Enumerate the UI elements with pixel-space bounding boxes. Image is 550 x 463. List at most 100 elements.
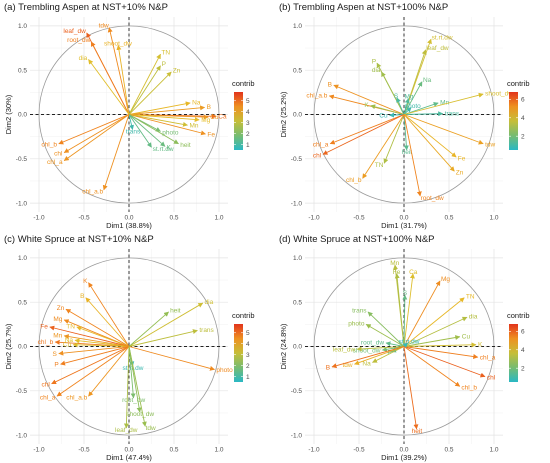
variable-arrow — [58, 346, 130, 356]
variable-arrow — [362, 114, 405, 179]
variable-arrow — [76, 326, 130, 347]
variable-arrow — [128, 346, 136, 399]
x-tick-label: 0.5 — [169, 215, 178, 222]
legend-tick-label: 5 — [246, 330, 250, 337]
variable-arrow — [88, 59, 130, 115]
variable-label: TN — [66, 323, 75, 330]
variable-arrow — [403, 346, 486, 378]
variable-label: chl_a — [47, 159, 63, 166]
variable-label: leaf_dw — [115, 427, 138, 434]
variable-label: st.rt.dw — [399, 339, 420, 346]
variable-label: chl_a.b — [66, 395, 87, 402]
variable-label: Na — [65, 337, 74, 344]
variable-label: S — [52, 351, 57, 358]
variable-arrow — [383, 114, 405, 164]
variable-arrow — [58, 114, 130, 145]
variable-arrow — [403, 92, 484, 115]
chart-title: (c) White Spruce at NST+10% N&P — [4, 234, 154, 245]
legend-colorbar — [509, 92, 518, 150]
legend-title: contrib — [507, 79, 530, 88]
panel-d: (d) White Spruce at NST+100% N&P -1.0 -0.5… — [275, 232, 550, 463]
y-tick-label: -0.5 — [291, 388, 303, 395]
legend-tick-label: 5 — [246, 98, 250, 105]
variable-arrow — [128, 114, 152, 148]
variable-label: Ca — [218, 113, 227, 120]
variable-label: Na — [362, 360, 371, 367]
variable-label: trans — [199, 327, 214, 334]
variable-label: Cu — [210, 114, 219, 121]
variable-label: S — [403, 290, 408, 297]
variable-arrow — [396, 97, 405, 115]
variable-label: Mg — [53, 316, 62, 323]
variable-arrow — [65, 308, 130, 347]
x-tick-label: -1.0 — [33, 447, 45, 454]
y-tick-label: -1.0 — [291, 432, 303, 439]
variable-label: chl — [487, 374, 496, 381]
variable-label: Cu — [462, 333, 471, 340]
variable-arrow — [403, 280, 441, 347]
variable-arrow — [354, 346, 405, 366]
variable-arrow — [90, 41, 130, 115]
variable-arrow — [394, 273, 405, 347]
variable-arrow — [128, 346, 147, 427]
legend-title: contrib — [232, 311, 255, 320]
variable-label: trans — [126, 129, 141, 136]
variable-label: photo — [348, 320, 365, 327]
variable-arrow — [56, 346, 130, 397]
variable-arrow — [365, 323, 405, 347]
variable-label: heit — [170, 308, 181, 315]
variable-label: Zn — [57, 305, 65, 312]
variable-label: B — [326, 364, 330, 371]
legend-tick-label: 4 — [246, 341, 250, 348]
variable-label: P — [387, 350, 391, 357]
variable-arrow — [367, 311, 405, 347]
variable-label: chl_b — [461, 385, 477, 392]
y-tick-label: 1.0 — [18, 23, 27, 30]
variable-label: B — [328, 81, 332, 88]
variable-arrow — [403, 98, 410, 115]
y-tick-label: -0.5 — [291, 156, 303, 163]
x-tick-label: -0.5 — [78, 447, 90, 454]
variable-arrow — [107, 27, 130, 115]
x-tick-label: 0.0 — [399, 215, 408, 222]
x-axis-label: Dim1 (47.4%) — [106, 453, 152, 462]
legend-colorbar — [234, 92, 243, 150]
variable-label: Na — [423, 77, 432, 84]
y-tick-label: 0.5 — [18, 299, 27, 306]
variable-arrow — [123, 346, 130, 429]
variable-label: root_dw — [67, 37, 90, 44]
legend-tick-label: 2 — [521, 133, 525, 140]
variable-label: Mg — [201, 117, 210, 124]
x-tick-label: 1.0 — [214, 215, 223, 222]
variable-label: st.rt.dw — [153, 146, 174, 153]
y-axis-label: Dim2 (25.7%) — [4, 323, 13, 369]
x-tick-label: 0.5 — [444, 447, 453, 454]
variable-arrow — [74, 338, 130, 347]
legend-tick-label: 4 — [246, 109, 250, 116]
x-tick-label: -0.5 — [78, 215, 90, 222]
y-tick-label: -1.0 — [16, 200, 28, 207]
variable-arrow — [356, 346, 405, 352]
x-tick-label: 1.0 — [214, 447, 223, 454]
variable-arrow — [128, 114, 206, 136]
variable-label: TN — [161, 49, 170, 56]
variable-label: shoot_dw — [104, 40, 132, 47]
variable-arrow — [331, 346, 405, 369]
variable-arrow — [403, 114, 422, 197]
variable-label: TN — [466, 293, 475, 300]
variable-label: chl — [41, 382, 50, 389]
variable-label: shoot_dw — [126, 411, 154, 418]
variable-arrow — [403, 297, 465, 347]
variable-label: Zn — [456, 170, 464, 177]
variable-label: shoot_dw — [485, 91, 513, 98]
variable-label: P — [54, 362, 58, 369]
variable-arrow — [51, 346, 130, 385]
variable-arrow — [128, 71, 172, 115]
y-tick-label: 1.0 — [293, 23, 302, 30]
variable-arrow — [402, 294, 408, 347]
y-tick-label: 1.0 — [18, 255, 27, 262]
variable-label: tdw — [99, 23, 109, 30]
variable-arrow — [128, 53, 161, 115]
variable-label: heit — [402, 149, 413, 156]
variable-arrow — [403, 114, 455, 172]
